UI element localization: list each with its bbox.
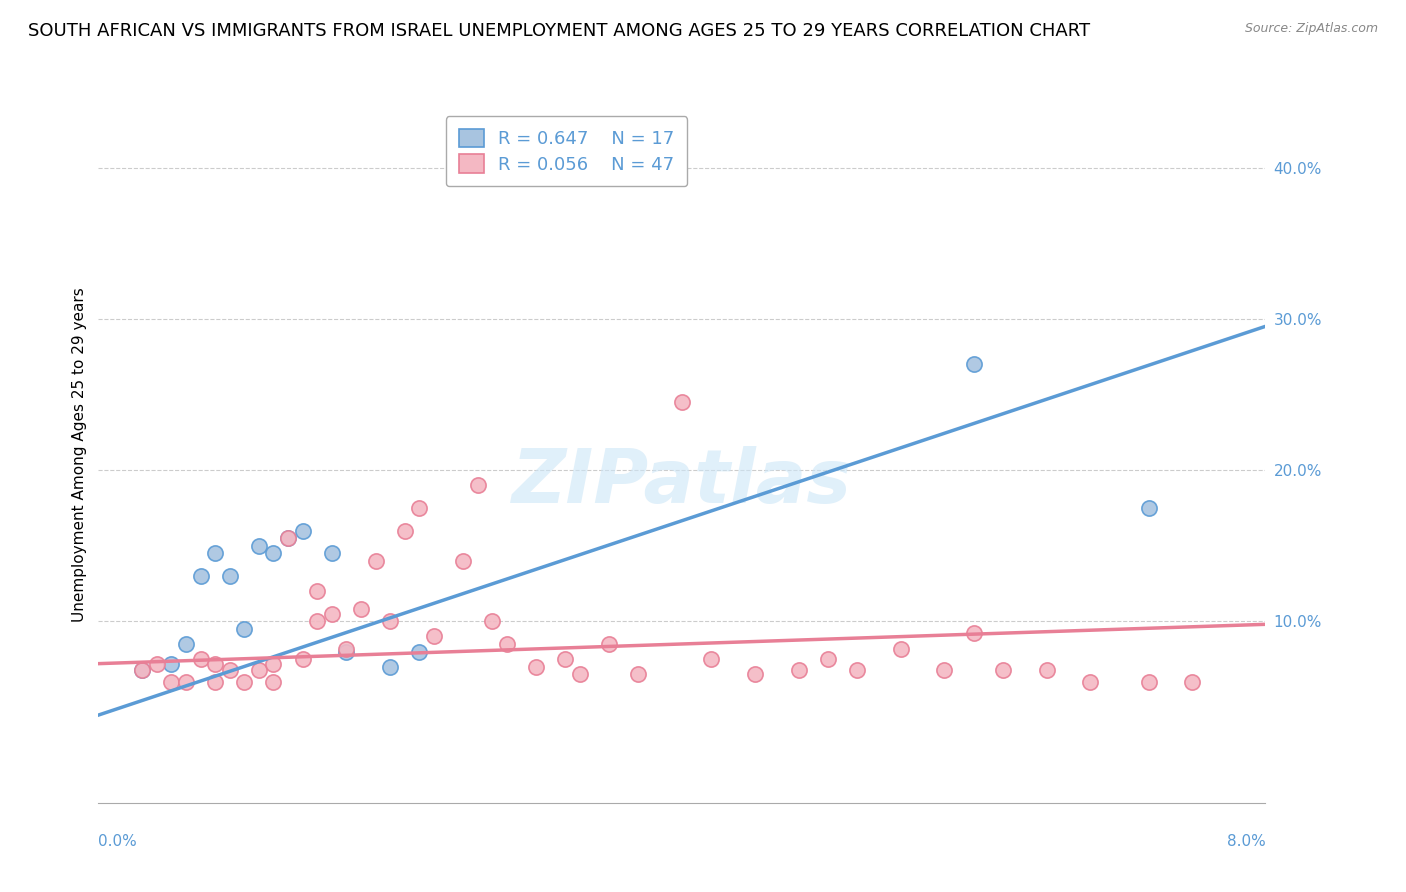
Point (467, 478, 489, 492)
Point (160, 674, 183, 689)
Point (1137, 674, 1160, 689)
Point (598, 637, 620, 651)
Point (817, 652, 839, 666)
Point (218, 663, 240, 677)
Point (262, 546, 284, 560)
Point (277, 531, 299, 545)
Point (233, 674, 256, 689)
Point (845, 663, 868, 677)
Point (218, 569, 240, 583)
Point (787, 663, 810, 677)
Point (423, 629, 446, 643)
Text: 8.0%: 8.0% (1226, 834, 1265, 849)
Point (160, 657, 183, 671)
Point (204, 546, 226, 560)
Point (262, 657, 284, 671)
Point (321, 546, 343, 560)
Point (131, 663, 153, 677)
Point (277, 531, 299, 545)
Point (1080, 674, 1102, 689)
Point (321, 607, 343, 621)
Point (262, 674, 284, 689)
Point (890, 641, 912, 656)
Point (744, 667, 766, 681)
Point (627, 667, 650, 681)
Point (204, 674, 226, 689)
Point (378, 615, 402, 629)
Point (408, 644, 430, 658)
Point (671, 395, 693, 409)
Point (568, 667, 591, 681)
Point (991, 663, 1014, 677)
Point (174, 637, 197, 651)
Point (190, 652, 212, 666)
Point (496, 637, 519, 651)
Point (350, 602, 373, 616)
Point (378, 659, 402, 673)
Text: SOUTH AFRICAN VS IMMIGRANTS FROM ISRAEL UNEMPLOYMENT AMONG AGES 25 TO 29 YEARS C: SOUTH AFRICAN VS IMMIGRANTS FROM ISRAEL … (28, 22, 1090, 40)
Point (1035, 663, 1057, 677)
Point (291, 524, 314, 538)
Point (962, 357, 984, 371)
Point (962, 626, 984, 640)
Point (394, 524, 416, 538)
Point (146, 657, 169, 671)
Point (700, 652, 723, 666)
Point (524, 659, 547, 673)
Point (1181, 674, 1204, 689)
Point (364, 554, 387, 568)
Point (247, 663, 270, 677)
Point (335, 644, 357, 658)
Point (247, 539, 270, 553)
Point (451, 554, 474, 568)
Point (233, 622, 256, 636)
Point (307, 584, 329, 599)
Legend: R = 0.647    N = 17, R = 0.056    N = 47: R = 0.647 N = 17, R = 0.056 N = 47 (446, 116, 688, 186)
Point (481, 615, 503, 629)
Text: 0.0%: 0.0% (98, 834, 138, 849)
Point (190, 569, 212, 583)
Text: Source: ZipAtlas.com: Source: ZipAtlas.com (1244, 22, 1378, 36)
Y-axis label: Unemployment Among Ages 25 to 29 years: Unemployment Among Ages 25 to 29 years (72, 287, 87, 623)
Point (204, 657, 226, 671)
Point (1137, 500, 1160, 515)
Point (174, 674, 197, 689)
Point (307, 615, 329, 629)
Point (335, 641, 357, 656)
Text: ZIPatlas: ZIPatlas (512, 446, 852, 519)
Point (408, 500, 430, 515)
Point (934, 663, 956, 677)
Point (554, 652, 576, 666)
Point (131, 663, 153, 677)
Point (291, 652, 314, 666)
